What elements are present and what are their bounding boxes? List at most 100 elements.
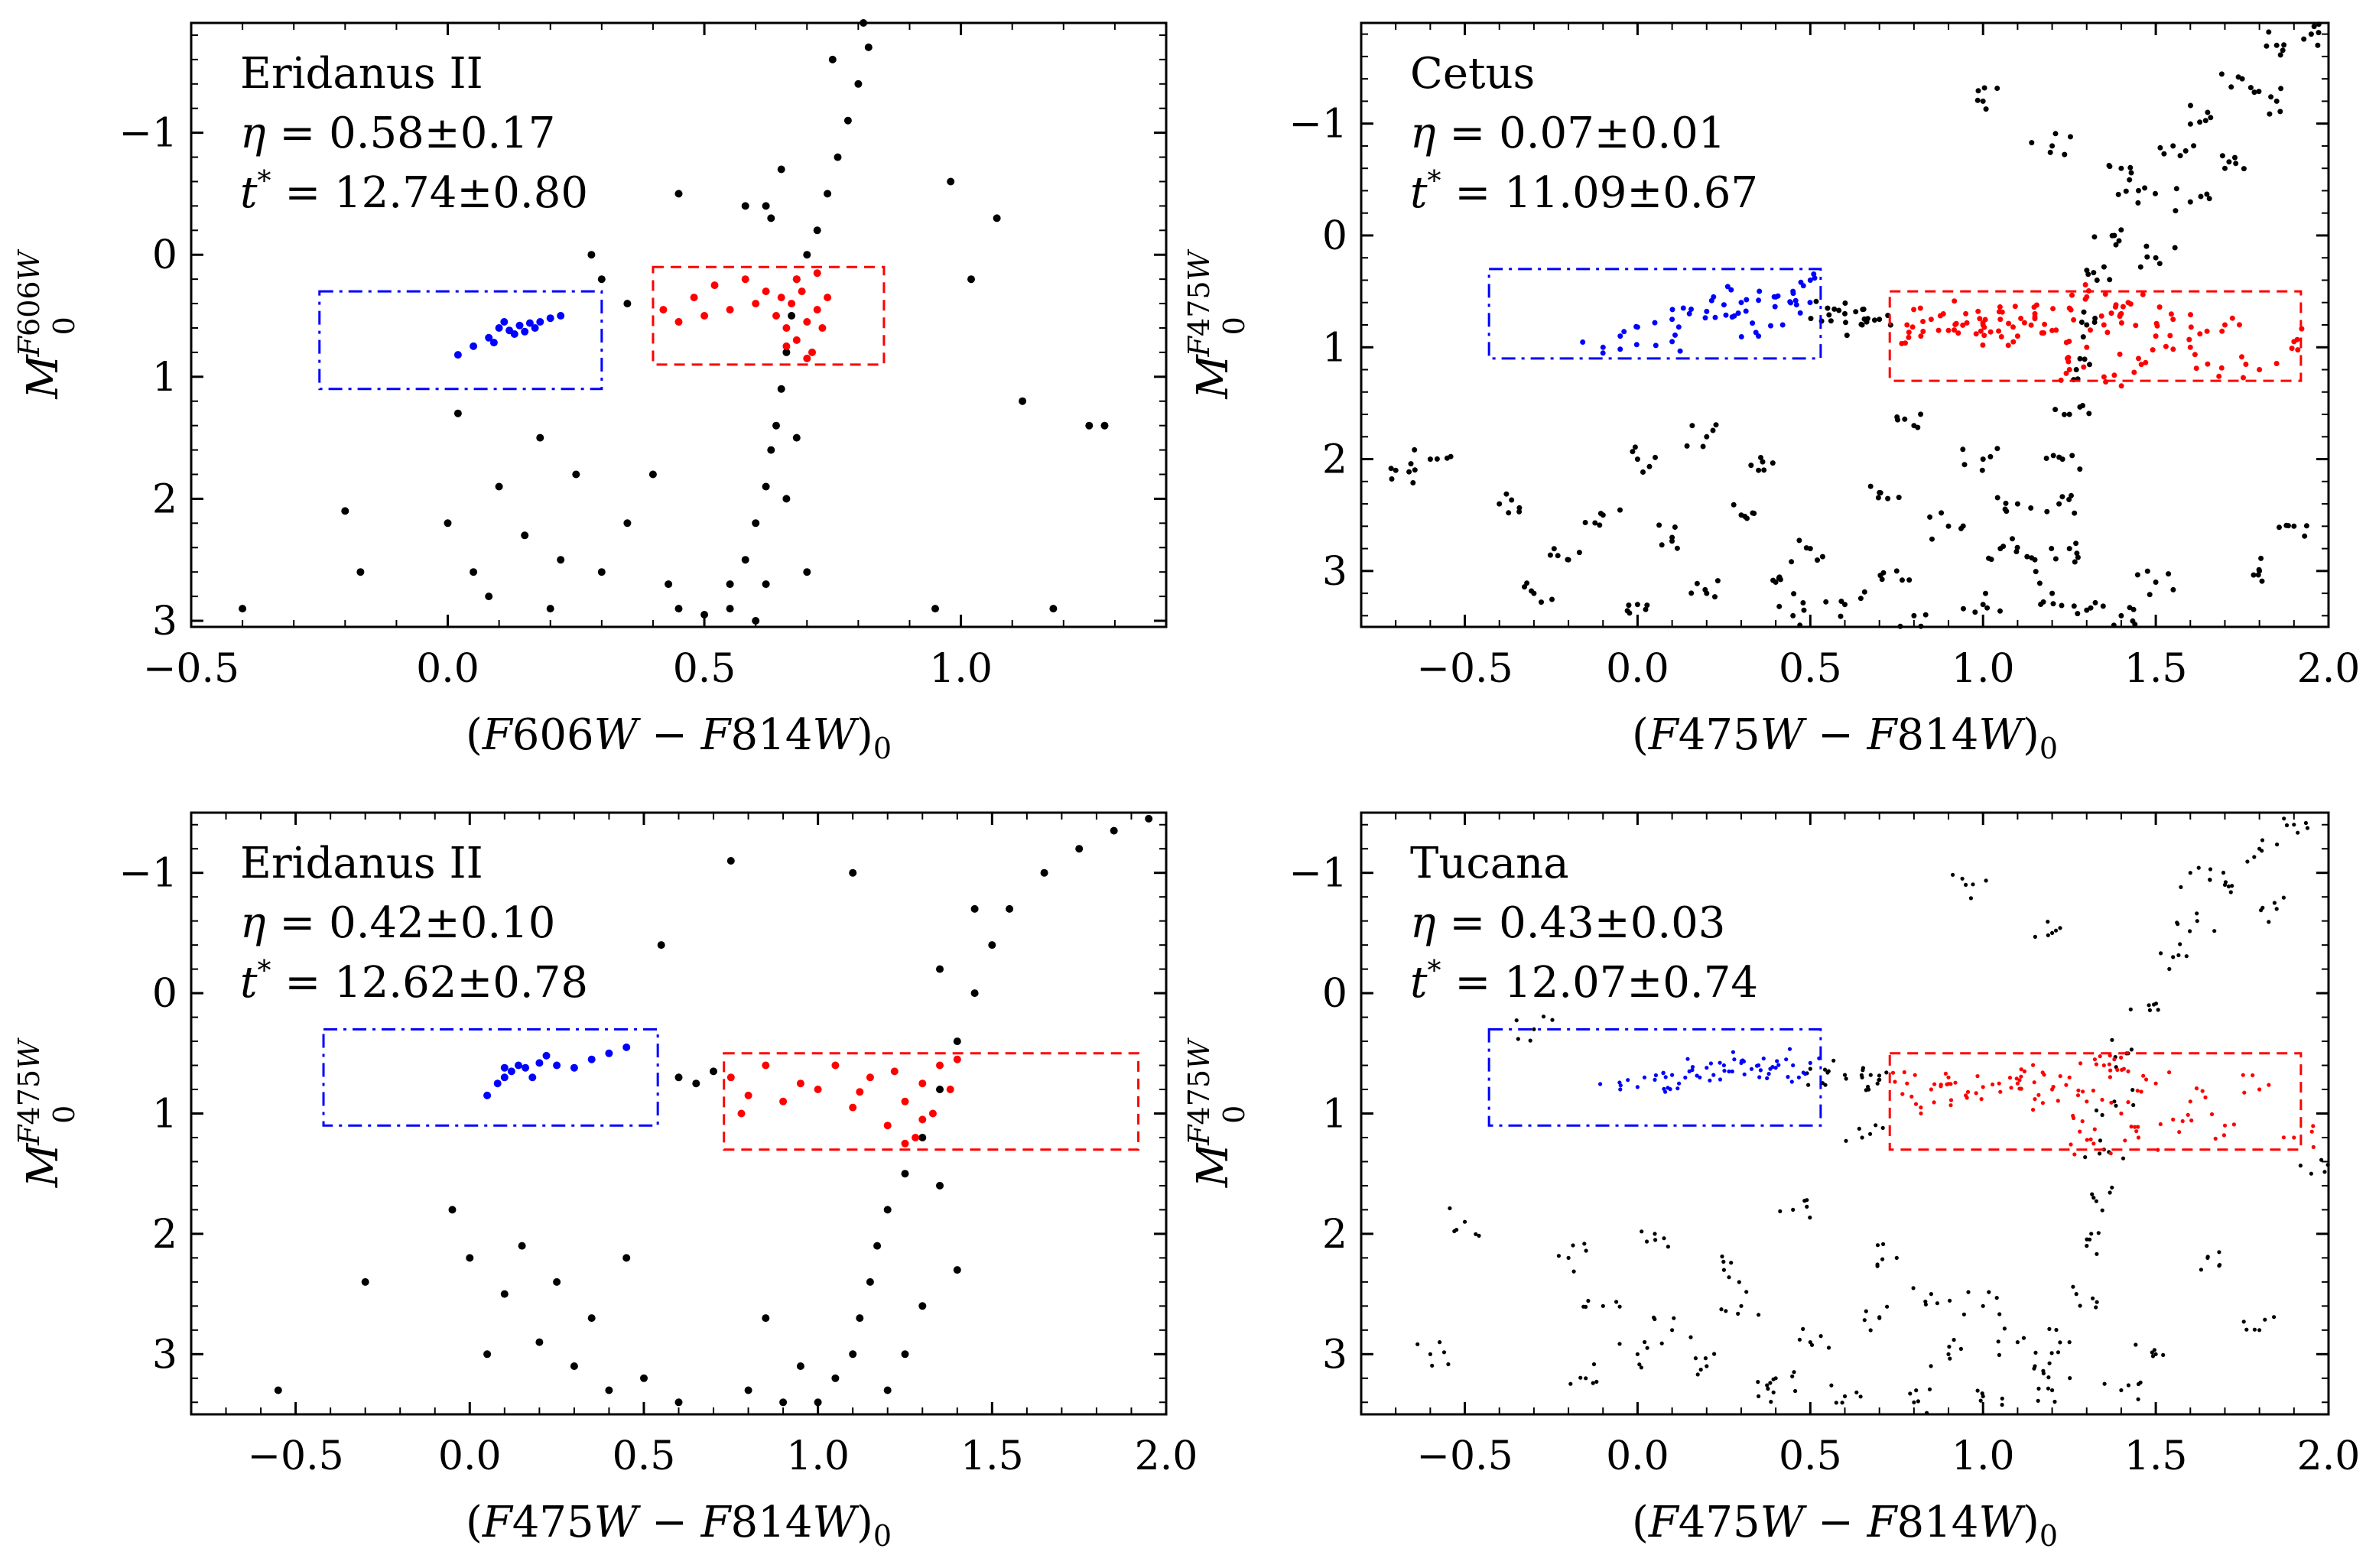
star-point xyxy=(854,80,863,88)
star-point xyxy=(2182,148,2189,154)
star-point xyxy=(2188,871,2192,875)
rhb-star-point xyxy=(2138,362,2144,368)
star-point xyxy=(1809,1342,1815,1347)
star-point xyxy=(1408,461,1414,467)
rhb-star-point xyxy=(2050,1087,2055,1092)
star-point xyxy=(947,177,955,186)
galaxy-name: Eridanus II xyxy=(240,49,483,99)
y-tick-label: 1 xyxy=(1322,1092,1347,1138)
bhb-star-point xyxy=(1618,1083,1623,1088)
star-point xyxy=(1929,536,1935,542)
star-point xyxy=(1630,449,1636,455)
star-point xyxy=(1791,591,1797,597)
star-point xyxy=(2212,929,2217,933)
tstar-number: 12.07±0.74 xyxy=(1504,958,1758,1008)
rhb-star-point xyxy=(2218,365,2225,371)
star-point xyxy=(1597,522,1603,528)
rhb-star-point xyxy=(2107,1062,2111,1066)
star-point xyxy=(2013,549,2020,554)
star-point xyxy=(2095,1251,2099,1256)
rhb-star-point xyxy=(2067,1075,2072,1079)
star-point xyxy=(779,1398,788,1407)
star-point xyxy=(1922,612,1929,618)
star-point xyxy=(824,190,832,198)
star-point xyxy=(1994,1296,1999,1300)
bhb-star-point xyxy=(1775,1059,1779,1063)
star-point xyxy=(1712,1352,1717,1356)
bhb-star-point xyxy=(1690,1065,1695,1070)
star-point xyxy=(1430,1363,1435,1368)
star-point xyxy=(2069,453,2075,459)
rhb-star-point xyxy=(2092,1127,2097,1131)
rhb-star-point xyxy=(2289,346,2295,352)
star-point xyxy=(2196,865,2201,870)
star-point xyxy=(587,1314,596,1323)
star-point xyxy=(1843,320,1848,326)
rhb-star-point xyxy=(2019,1074,2023,1079)
rhb-star-point xyxy=(2071,1115,2076,1121)
star-point xyxy=(1981,1303,1985,1308)
star-point xyxy=(1858,1394,1863,1399)
star-point xyxy=(1884,1070,1889,1075)
star-point xyxy=(1757,1313,1761,1317)
star-point xyxy=(2102,1381,2107,1386)
rhb-star-point xyxy=(1937,313,1943,319)
bhb-star-point xyxy=(1669,307,1675,313)
star-point xyxy=(1918,411,1924,417)
bhb-star-point xyxy=(1731,313,1737,319)
bhb-star-point xyxy=(500,1063,509,1072)
star-point xyxy=(2073,541,2079,547)
star-point xyxy=(1771,1377,1776,1381)
rhb-star-point xyxy=(798,287,806,296)
star-point xyxy=(953,1266,961,1274)
star-point xyxy=(2014,544,2020,550)
rhb-star-point xyxy=(2133,1125,2137,1129)
star-point xyxy=(1506,510,1512,516)
star-point xyxy=(1388,466,1394,472)
star-point xyxy=(2091,234,2098,240)
star-point xyxy=(1705,1364,1709,1368)
star-point xyxy=(1793,1388,1798,1394)
star-point xyxy=(2036,1386,2041,1391)
rhb-star-point xyxy=(2031,1063,2036,1067)
star-point xyxy=(2084,607,2090,613)
star-point xyxy=(2251,89,2257,96)
star-point xyxy=(1727,1275,1731,1280)
star-point xyxy=(1006,904,1014,913)
star-point xyxy=(2052,556,2059,562)
star-point xyxy=(1842,1394,1848,1398)
y-axis-label: MF475W0 xyxy=(12,1037,81,1188)
star-point xyxy=(2266,29,2272,35)
star-point xyxy=(2277,109,2283,115)
bhb-star-point xyxy=(1704,308,1710,314)
star-point xyxy=(1412,446,1418,453)
star-point xyxy=(356,568,365,576)
rhb-star-point xyxy=(1981,333,1987,339)
star-point xyxy=(2083,1155,2088,1160)
star-point xyxy=(2303,523,2309,529)
rhb-star-point xyxy=(1997,317,2004,323)
rhb-star-point xyxy=(2204,328,2210,334)
star-point xyxy=(2170,586,2176,592)
rhb-star-point xyxy=(1996,328,2002,334)
rhb-star-point xyxy=(796,1079,804,1088)
bhb-star-point xyxy=(1580,339,1586,345)
y-axis-label: MF475W0 xyxy=(1182,1037,1251,1188)
rhb-star-point xyxy=(2251,1073,2255,1078)
star-point xyxy=(2308,31,2314,37)
bhb-star-point xyxy=(1626,1078,1630,1083)
star-point xyxy=(665,580,673,589)
star-point xyxy=(1994,86,2000,91)
bhb-star-point xyxy=(1792,297,1799,304)
rhb-star-point xyxy=(2170,346,2176,352)
rhb-star-point xyxy=(1952,327,1957,333)
rhb-star-point xyxy=(1905,1081,1909,1086)
bhb-star-point xyxy=(515,321,524,330)
rhb-star-point xyxy=(2098,1054,2102,1059)
rhb-star-point xyxy=(2102,291,2108,297)
star-point xyxy=(2091,320,2098,325)
star-point xyxy=(2147,592,2153,598)
star-point xyxy=(1996,1339,2000,1344)
star-point xyxy=(1789,559,1795,565)
star-point xyxy=(1796,537,1802,544)
